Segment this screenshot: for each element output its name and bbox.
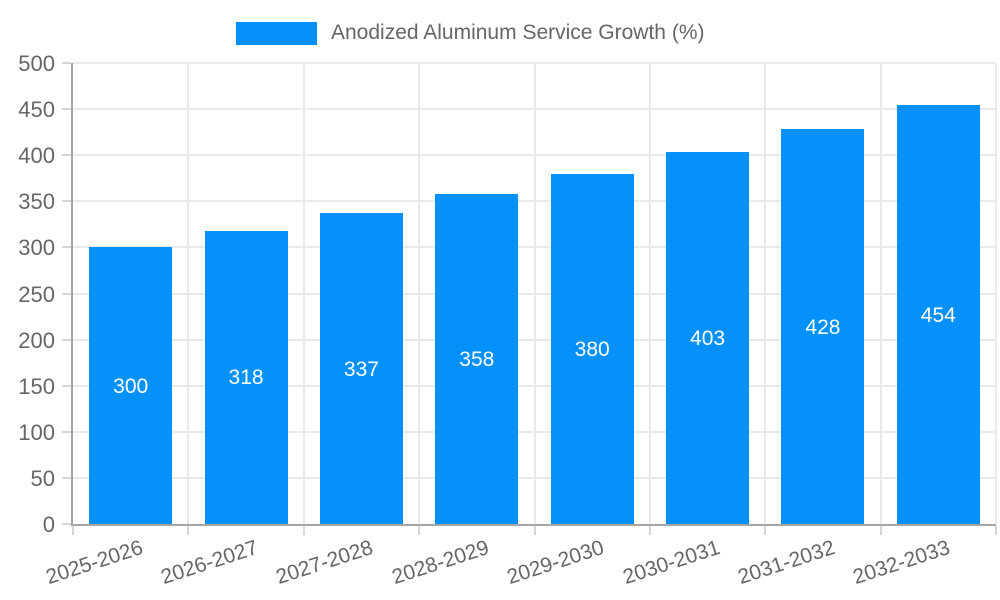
- x-axis-line: [71, 524, 996, 526]
- x-tick-mark: [879, 526, 882, 535]
- y-tick-mark: [62, 200, 71, 203]
- bar[interactable]: [666, 152, 750, 524]
- y-tick-mark: [62, 154, 71, 157]
- v-gridline: [764, 63, 767, 524]
- y-tick-mark: [62, 430, 71, 433]
- y-axis-tick-label: 400: [18, 143, 55, 169]
- x-tick-mark: [995, 526, 997, 535]
- bar[interactable]: [435, 193, 519, 524]
- bar[interactable]: [319, 213, 403, 524]
- v-gridline: [648, 63, 651, 524]
- bar[interactable]: [550, 173, 634, 524]
- x-tick-mark: [302, 526, 305, 535]
- x-tick-mark: [72, 526, 74, 535]
- legend-swatch: [236, 21, 317, 45]
- y-axis-tick-label: 250: [18, 281, 55, 307]
- bar[interactable]: [89, 247, 173, 524]
- y-tick-mark: [62, 523, 71, 525]
- y-axis-tick-label: 200: [18, 327, 55, 353]
- legend-label: Anodized Aluminum Service Growth (%): [331, 21, 705, 44]
- bar[interactable]: [781, 129, 865, 524]
- y-tick-mark: [62, 246, 71, 249]
- y-axis-tick-label: 150: [18, 373, 55, 399]
- x-tick-mark: [764, 526, 767, 535]
- bar[interactable]: [896, 105, 980, 524]
- v-gridline: [418, 63, 421, 524]
- y-axis-tick-label: 100: [18, 419, 55, 445]
- v-gridline: [302, 63, 305, 524]
- y-axis-tick-label: 0: [42, 512, 55, 537]
- y-axis-tick-label: 450: [18, 97, 55, 123]
- legend-item[interactable]: Anodized Aluminum Service Growth (%): [236, 14, 704, 52]
- v-gridline: [879, 63, 882, 524]
- y-tick-mark: [62, 108, 71, 111]
- y-axis-tick-label: 300: [18, 235, 55, 261]
- y-tick-mark: [62, 292, 71, 295]
- x-tick-mark: [533, 526, 536, 535]
- y-axis-tick-label: 50: [30, 465, 55, 491]
- y-axis-tick-label: 500: [18, 51, 55, 76]
- y-tick-mark: [62, 384, 71, 387]
- v-gridline: [995, 63, 997, 524]
- y-axis-line: [71, 63, 73, 526]
- y-axis-tick-label: 350: [18, 189, 55, 215]
- x-tick-mark: [648, 526, 651, 535]
- y-tick-mark: [62, 476, 71, 479]
- v-gridline: [187, 63, 190, 524]
- y-tick-mark: [62, 338, 71, 341]
- x-tick-mark: [418, 526, 421, 535]
- v-gridline: [533, 63, 536, 524]
- x-tick-mark: [187, 526, 190, 535]
- bar[interactable]: [204, 230, 288, 524]
- y-tick-mark: [62, 62, 71, 64]
